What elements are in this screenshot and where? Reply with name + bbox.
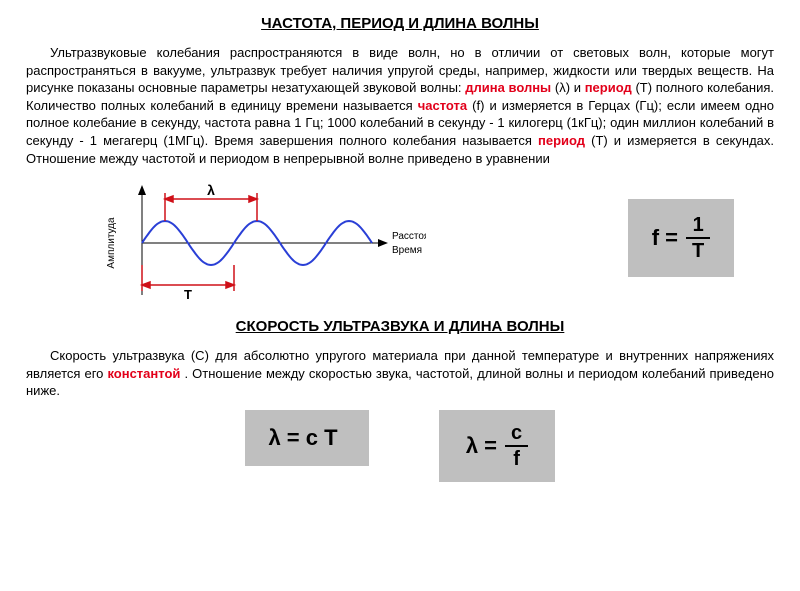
figure-formula-row: Амплитуда Расстояние Время λ T f = 1 — [26, 173, 774, 303]
s1-hl-frequency: частота — [418, 98, 467, 113]
x-axis-label-time: Время — [392, 245, 422, 256]
formula3-fraction: c f — [505, 421, 528, 471]
s1-hl-wavelength: длина волны — [465, 80, 551, 95]
section2-title: СКОРОСТЬ УЛЬТРАЗВУКА И ДЛИНА ВОЛНЫ — [26, 317, 774, 337]
axes — [138, 185, 388, 295]
formula-lambda-cT: λ = c T — [245, 410, 369, 466]
formula1-num: 1 — [687, 213, 710, 237]
formula3-den: f — [507, 447, 526, 471]
section1-title: ЧАСТОТА, ПЕРИОД И ДЛИНА ВОЛНЫ — [26, 14, 774, 34]
formula1-fraction: 1 T — [686, 213, 710, 263]
y-axis-label: Амплитуда — [106, 217, 117, 269]
formula1-lhs: f = — [652, 223, 678, 253]
section2-paragraph: Скорость ультразвука (C) для абсолютно у… — [26, 347, 774, 400]
formula3-lhs: λ = — [466, 431, 497, 461]
section1-paragraph: Ультразвуковые колебания распространяютс… — [26, 44, 774, 167]
x-axis-label-distance: Расстояние — [392, 231, 426, 242]
formula3-num: c — [505, 421, 528, 445]
formula1-den: T — [686, 239, 710, 263]
formula-f-equals-1-over-T: f = 1 T — [628, 199, 734, 277]
formula-lambda-c-over-f: λ = c f — [439, 410, 555, 482]
formulas-row: λ = c T λ = c f — [26, 410, 774, 482]
wave-diagram: Амплитуда Расстояние Время λ T — [96, 173, 426, 303]
period-label: T — [184, 287, 192, 302]
lambda-label: λ — [207, 182, 215, 198]
s1-text-mid1: (λ) и — [555, 80, 585, 95]
s1-hl-period2: период — [538, 133, 585, 148]
s1-hl-period: период — [585, 80, 632, 95]
s2-hl-constant: константой — [107, 366, 180, 381]
formula2-lhs: λ = c T — [268, 423, 337, 453]
